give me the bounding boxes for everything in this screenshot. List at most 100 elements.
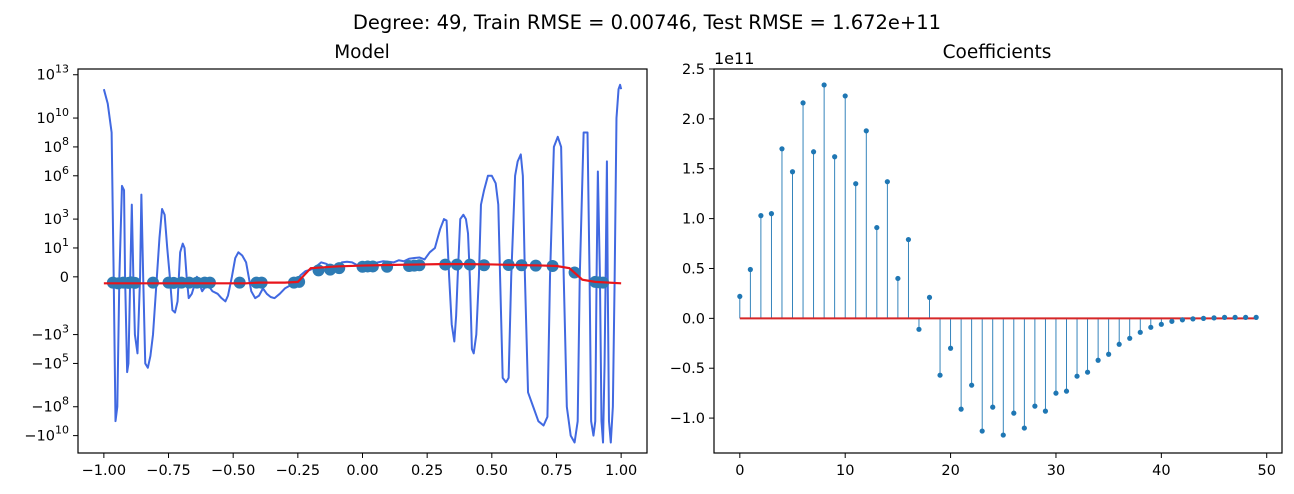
coefficients-y-tick-label-2: 0.0 bbox=[682, 311, 705, 327]
coefficient-marker-1 bbox=[747, 266, 753, 273]
coefficient-marker-13 bbox=[874, 224, 880, 231]
model-y-tick-label-2: 108 bbox=[44, 135, 69, 156]
coefficient-marker-44 bbox=[1200, 315, 1207, 321]
model-x-tick-label-8: 1.00 bbox=[605, 463, 637, 479]
coefficient-marker-40 bbox=[1158, 321, 1164, 327]
coefficient-marker-38 bbox=[1137, 329, 1143, 335]
coefficient-marker-2 bbox=[758, 213, 764, 219]
coefficients-y-tick-label-0: −1.0 bbox=[670, 411, 705, 427]
coefficients-y-tick-label-6: 2.0 bbox=[682, 112, 705, 128]
coefficient-marker-11 bbox=[853, 181, 859, 187]
coefficient-marker-31 bbox=[1063, 388, 1070, 394]
model-y-tick-label-10: −1010 bbox=[24, 424, 69, 445]
model-x-tick-label-1: −0.75 bbox=[146, 463, 190, 479]
coefficient-marker-18 bbox=[926, 294, 933, 301]
figure-suptitle: Degree: 49, Train RMSE = 0.00746, Test R… bbox=[353, 11, 941, 34]
coefficient-marker-24 bbox=[990, 404, 996, 410]
model-y-tick-label-5: 101 bbox=[44, 236, 69, 257]
model-plot-area bbox=[102, 83, 623, 444]
coefficient-marker-48 bbox=[1243, 314, 1249, 320]
coefficient-marker-0 bbox=[737, 293, 743, 300]
model-x-tick-label-0: −1.00 bbox=[82, 463, 126, 479]
training-point-19 bbox=[312, 264, 325, 277]
true-function-line bbox=[103, 263, 622, 285]
coefficient-marker-9 bbox=[832, 154, 838, 160]
coefficient-marker-3 bbox=[768, 211, 775, 217]
coefficient-marker-49 bbox=[1253, 314, 1259, 320]
coefficient-marker-12 bbox=[863, 128, 869, 134]
model-y-tick-label-8: −105 bbox=[31, 351, 69, 372]
coefficients-y-tick-label-4: 1.0 bbox=[682, 212, 705, 228]
model-title: Model bbox=[334, 42, 390, 63]
coefficients-panel: Coefficients 1e11 0 10 20 30 40 50 −1.0 −0.5 0.… bbox=[670, 42, 1283, 479]
coefficient-marker-45 bbox=[1211, 315, 1217, 321]
coefficient-marker-22 bbox=[969, 382, 975, 388]
coefficients-x-axis: 0 10 20 30 40 50 bbox=[735, 453, 1276, 479]
model-y-tick-label-9: −108 bbox=[31, 395, 69, 416]
coefficient-marker-25 bbox=[1000, 432, 1006, 438]
model-y-tick-label-3: 106 bbox=[44, 164, 69, 185]
coefficients-x-tick-label-2: 20 bbox=[941, 463, 959, 479]
coefficient-marker-14 bbox=[884, 179, 890, 185]
coefficient-marker-42 bbox=[1179, 317, 1186, 323]
model-x-tick-label-2: −0.50 bbox=[211, 463, 255, 479]
coefficient-marker-29 bbox=[1042, 408, 1049, 414]
coefficient-marker-4 bbox=[779, 146, 785, 152]
coefficient-marker-23 bbox=[979, 428, 985, 434]
coefficient-marker-27 bbox=[1021, 425, 1027, 431]
coefficients-y-tick-label-5: 1.5 bbox=[682, 162, 705, 178]
model-y-tick-label-6: 0 bbox=[60, 270, 69, 286]
coefficient-marker-41 bbox=[1169, 318, 1175, 324]
coefficient-marker-30 bbox=[1053, 390, 1059, 396]
coefficient-marker-43 bbox=[1190, 316, 1196, 322]
coefficients-x-tick-label-3: 30 bbox=[1047, 463, 1065, 479]
coefficient-marker-19 bbox=[937, 372, 943, 378]
model-y-tick-label-0: 1013 bbox=[37, 63, 69, 84]
coefficient-marker-6 bbox=[800, 100, 806, 106]
model-x-tick-label-6: 0.50 bbox=[476, 463, 508, 479]
model-y-tick-label-4: 103 bbox=[44, 207, 69, 228]
coefficients-offset-text: 1e11 bbox=[714, 49, 754, 68]
model-x-tick-label-4: 0.00 bbox=[346, 463, 378, 479]
coefficients-x-tick-label-1: 10 bbox=[836, 463, 854, 479]
coefficient-marker-28 bbox=[1032, 403, 1038, 409]
coefficient-marker-16 bbox=[905, 236, 912, 243]
model-x-tick-label-3: −0.25 bbox=[276, 463, 320, 479]
coefficient-marker-15 bbox=[895, 275, 901, 282]
coefficient-marker-39 bbox=[1148, 324, 1154, 330]
coefficient-marker-47 bbox=[1232, 314, 1238, 320]
model-x-axis: −1.00 −0.75 −0.50 −0.25 0.00 0.25 0.50 0.75 1.00 bbox=[82, 453, 637, 479]
coefficient-marker-46 bbox=[1221, 314, 1228, 320]
coefficients-x-tick-label-5: 50 bbox=[1257, 463, 1275, 479]
coefficient-marker-34 bbox=[1095, 357, 1101, 363]
coefficient-marker-33 bbox=[1084, 369, 1091, 375]
coefficient-marker-35 bbox=[1106, 351, 1112, 357]
coefficient-marker-8 bbox=[821, 82, 827, 88]
coefficient-marker-20 bbox=[947, 345, 954, 351]
coefficient-marker-21 bbox=[958, 406, 964, 412]
coefficient-marker-5 bbox=[789, 169, 796, 175]
model-panel: Model −1.00 −0.75 −0.50 −0.25 0.00 0.25 0.50 0.… bbox=[24, 42, 648, 479]
coefficients-y-tick-label-3: 0.5 bbox=[682, 261, 705, 277]
coefficients-y-tick-label-7: 2.5 bbox=[682, 62, 705, 78]
model-x-tick-label-7: 0.75 bbox=[540, 463, 572, 479]
coefficient-marker-26 bbox=[1011, 410, 1017, 416]
coefficient-marker-36 bbox=[1116, 341, 1122, 347]
model-y-tick-label-7: −103 bbox=[31, 323, 69, 344]
coefficients-plot-area bbox=[737, 82, 1259, 438]
coefficient-marker-10 bbox=[842, 93, 848, 99]
coefficient-marker-7 bbox=[810, 149, 817, 155]
training-point-25 bbox=[381, 260, 394, 273]
coefficient-marker-37 bbox=[1127, 335, 1133, 341]
coefficients-axes-frame bbox=[713, 68, 1283, 454]
model-x-tick-label-5: 0.25 bbox=[411, 463, 443, 479]
coefficient-marker-32 bbox=[1074, 373, 1080, 379]
coefficients-x-tick-label-4: 40 bbox=[1152, 463, 1170, 479]
coefficients-title: Coefficients bbox=[943, 42, 1052, 63]
coefficient-marker-17 bbox=[916, 326, 922, 332]
training-point-21 bbox=[333, 262, 346, 275]
coefficients-y-axis: −1.0 −0.5 0.0 0.5 1.0 1.5 2.0 2.5 bbox=[670, 62, 714, 427]
model-y-tick-label-1: 1010 bbox=[37, 106, 69, 127]
